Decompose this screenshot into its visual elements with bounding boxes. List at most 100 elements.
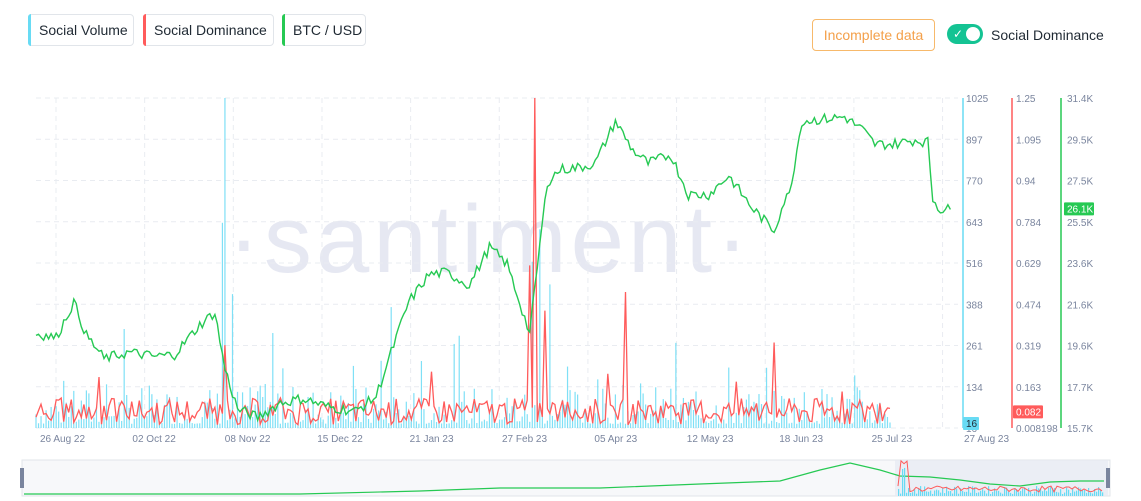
social-volume-bar [302, 420, 304, 428]
social-volume-bar [166, 394, 168, 428]
social-volume-bar [796, 423, 798, 428]
social-volume-bar [571, 420, 574, 428]
legend-swatch-btc-usd [282, 14, 285, 46]
social-volume-bar [612, 423, 614, 428]
legend-chip-social-dominance[interactable]: Social Dominance [143, 14, 274, 46]
social-volume-bar [720, 423, 722, 428]
social-volume-bar [609, 423, 611, 428]
btc-usd-series [35, 112, 952, 423]
social-volume-bar [854, 375, 856, 428]
social-volume-bar [657, 421, 659, 428]
social-volume-bar [702, 418, 705, 428]
legend-chip-social-volume[interactable]: Social Volume [28, 14, 134, 46]
btc-usd-tick-label: 17.7K [1067, 383, 1093, 394]
navigator-volume-bar [1026, 493, 1028, 496]
social-volume-bar [98, 421, 100, 428]
social-volume-bar [90, 421, 93, 428]
navigator-volume-bar [924, 486, 926, 496]
social-volume-bar [503, 417, 506, 428]
social-volume-bar [786, 412, 788, 428]
social-volume-bar [692, 410, 695, 428]
time-navigator[interactable] [20, 459, 1111, 497]
btc-usd-tick-label: 19.6K [1067, 342, 1093, 353]
toggle-knob [966, 27, 980, 41]
social-volume-bar [723, 419, 725, 428]
social-volume-bar [418, 423, 420, 428]
x-tick-label: 27 Aug 23 [964, 434, 1009, 445]
navigator-volume-bar [962, 490, 964, 496]
social-volume-bar [589, 423, 591, 428]
social-volume-bar [889, 422, 891, 428]
social-volume-bar [680, 404, 682, 428]
social-volume-bar [47, 420, 50, 428]
social-volume-value-label: 16 [966, 419, 978, 430]
navigator-handle-left[interactable] [20, 468, 24, 488]
social-volume-bar [73, 390, 75, 428]
social-dominance-tick-label: 0.319 [1016, 342, 1041, 353]
social-volume-bar [660, 406, 662, 428]
social-volume-bar [393, 397, 395, 428]
social-volume-bar [357, 417, 360, 428]
social-volume-bar [367, 418, 370, 428]
social-volume-bar [617, 423, 619, 428]
social-volume-bar [456, 422, 458, 428]
btc-usd-line [35, 112, 952, 423]
social-volume-bar [161, 422, 163, 428]
social-volume-bar [861, 401, 863, 428]
x-tick-label: 08 Nov 22 [225, 434, 271, 445]
social-volume-bar [708, 422, 710, 428]
social-volume-bar [713, 419, 715, 428]
social-volume-bar [123, 329, 125, 428]
social-volume-bar [40, 416, 42, 428]
social-volume-bar [715, 405, 717, 428]
navigator-volume-bar [966, 491, 968, 496]
social-volume-bar [534, 405, 536, 428]
social-volume-bar [191, 423, 193, 428]
social-volume-bar [695, 391, 697, 428]
social-volume-bar [345, 419, 347, 428]
social-dominance-toggle[interactable]: ✓ [947, 24, 983, 44]
navigator-volume-bar [954, 486, 956, 496]
social-volume-tick-label: 134 [966, 383, 983, 394]
social-volume-bar [781, 396, 783, 428]
social-volume-bar [317, 414, 319, 428]
navigator-volume-bar [912, 492, 914, 496]
social-volume-bar [740, 423, 742, 428]
social-volume-bar [778, 423, 780, 428]
social-volume-bar [143, 418, 145, 428]
social-volume-bar [141, 388, 143, 428]
social-volume-bar [690, 402, 692, 428]
navigator-volume-bar [1048, 487, 1050, 496]
social-volume-bar [461, 401, 463, 428]
social-volume-bar [178, 422, 181, 428]
social-volume-tick-label: 388 [966, 300, 983, 311]
social-volume-bar [136, 417, 138, 428]
navigator-volume-bar [916, 493, 918, 496]
social-volume-bar [788, 423, 790, 428]
navigator-volume-bar [994, 488, 996, 496]
navigator-handle-right[interactable] [1106, 468, 1110, 488]
social-volume-bar [430, 420, 433, 428]
btc-usd-tick-label: 29.5K [1067, 135, 1093, 146]
navigator-volume-bar [1018, 492, 1020, 496]
toggle-label: Social Dominance [991, 27, 1104, 43]
social-volume-bar [546, 420, 548, 428]
social-volume-bar [629, 423, 632, 428]
legend-chip-btc-usd[interactable]: BTC / USD [282, 14, 366, 46]
social-volume-bar [818, 423, 821, 428]
social-volume-bar [776, 422, 778, 428]
social-volume-bar [539, 229, 541, 428]
incomplete-data-button[interactable]: Incomplete data [812, 19, 935, 51]
social-volume-bar [697, 415, 700, 428]
social-volume-bar [347, 402, 349, 428]
social-volume-bar [791, 422, 793, 428]
social-volume-tick-label: 261 [966, 342, 983, 353]
social-volume-bar [743, 407, 745, 428]
social-volume-bar [622, 384, 624, 428]
social-volume-bar [748, 394, 750, 428]
social-volume-bar [624, 423, 627, 428]
social-volume-bar [851, 423, 853, 428]
navigator-volume-bar [1074, 491, 1076, 496]
navigator-selection[interactable] [895, 460, 1108, 496]
social-volume-bar [221, 222, 224, 428]
